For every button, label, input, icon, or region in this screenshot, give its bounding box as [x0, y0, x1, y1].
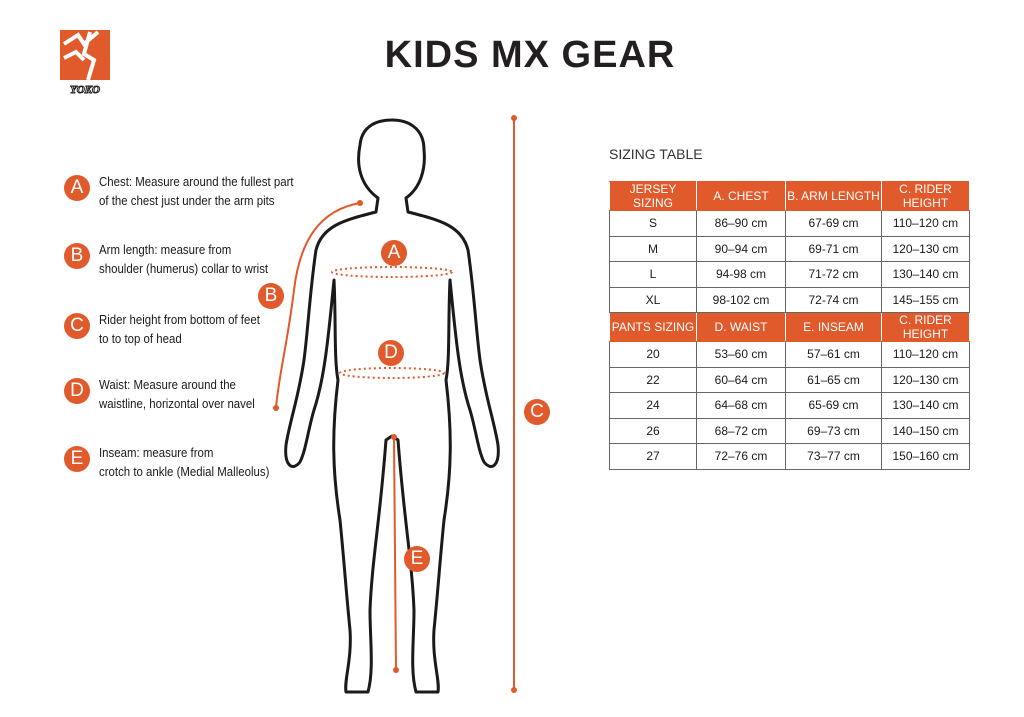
badge-e: E	[64, 446, 90, 472]
legend-text: Waist: Measure around the	[99, 377, 236, 392]
table-row: M 90–94 cm 69-71 cm 120–130 cm	[609, 235, 970, 262]
legend-text: Rider height from bottom of feet	[99, 312, 260, 327]
table-cell: 61–65 cm	[785, 366, 882, 393]
table-header-row: PANTS SIZING D. WAIST E. INSEAM C. RIDER HE…	[609, 312, 970, 342]
table-cell: 26	[609, 417, 697, 444]
table-cell: 130–140 cm	[881, 392, 970, 419]
table-cell: 22	[609, 366, 697, 393]
column-header: PANTS SIZING	[609, 312, 697, 342]
legend-text: shoulder (humerus) collar to wrist	[99, 261, 269, 276]
table-cell: 60–64 cm	[696, 366, 786, 393]
table-cell: 145–155 cm	[881, 286, 970, 313]
table-row: S 86–90 cm 67-69 cm 110–120 cm	[609, 210, 970, 237]
badge-d: D	[64, 378, 90, 404]
table-cell: 98-102 cm	[696, 286, 786, 313]
legend-text: waistline, horizontal over navel	[99, 396, 255, 411]
table-cell: 73–77 cm	[785, 443, 882, 470]
table-cell: 64–68 cm	[696, 392, 786, 419]
table-header-row: JERSEY SIZING A. CHEST B. ARM LENGTH C. RID…	[609, 181, 970, 211]
table-row: L 94-98 cm 71-72 cm 130–140 cm	[609, 261, 970, 288]
figure-label-a: A	[381, 240, 407, 266]
badge-c: C	[64, 313, 90, 339]
badge-a: A	[64, 175, 90, 201]
table-cell: XL	[609, 286, 697, 313]
table-cell: 24	[609, 392, 697, 419]
measure-line-b	[275, 202, 361, 409]
legend-item-height: C Rider height from bottom of feet to to …	[64, 310, 282, 348]
legend-text: Chest: Measure around the fullest part	[99, 174, 294, 189]
table-cell: M	[609, 235, 697, 262]
legend-item-waist: D Waist: Measure around the waistline, ho…	[64, 375, 276, 413]
table-cell: 120–130 cm	[881, 235, 970, 262]
legend-text: Inseam: measure from	[99, 445, 214, 460]
table-cell: 53–60 cm	[696, 341, 786, 368]
table-cell: 72-74 cm	[785, 286, 882, 313]
table-row: 22 60–64 cm 61–65 cm 120–130 cm	[609, 366, 970, 393]
table-cell: 130–140 cm	[881, 261, 970, 288]
table-cell: 72–76 cm	[696, 443, 786, 470]
column-header: JERSEY SIZING	[609, 181, 697, 211]
table-cell: 120–130 cm	[881, 366, 970, 393]
legend-text: Arm length: measure from	[99, 242, 232, 257]
page-title: KIDS MX GEAR	[384, 34, 676, 76]
body-outline	[284, 118, 500, 694]
table-cell: 71-72 cm	[785, 261, 882, 288]
column-header: C. RIDER HEIGHT	[881, 181, 970, 211]
yoko-logo: YOKO	[58, 30, 112, 98]
legend-item-chest: A Chest: Measure around the fullest part…	[64, 172, 320, 210]
table-cell: 110–120 cm	[881, 210, 970, 237]
measure-line-a	[331, 266, 453, 278]
table-cell: 90–94 cm	[696, 235, 786, 262]
table-cell: 94-98 cm	[696, 261, 786, 288]
table-row: XL 98-102 cm 72-74 cm 145–155 cm	[609, 286, 970, 313]
sizing-table: JERSEY SIZING A. CHEST B. ARM LENGTH C. RID…	[609, 181, 970, 470]
legend-item-inseam: E Inseam: measure from crotch to ankle (M…	[64, 443, 293, 481]
legend-text: to to top of head	[99, 331, 182, 346]
table-cell: 110–120 cm	[881, 341, 970, 368]
table-row: 26 68–72 cm 69–73 cm 140–150 cm	[609, 417, 970, 444]
figure-label-c: C	[524, 399, 550, 425]
table-cell: 67-69 cm	[785, 210, 882, 237]
legend-text: crotch to ankle (Medial Malleolus)	[99, 464, 270, 479]
sizing-table-label: SIZING TABLE	[609, 146, 703, 162]
table-row: 20 53–60 cm 57–61 cm 110–120 cm	[609, 341, 970, 368]
table-cell: S	[609, 210, 697, 237]
table-cell: 69-71 cm	[785, 235, 882, 262]
svg-text:YOKO: YOKO	[70, 84, 100, 96]
table-row: 24 64–68 cm 65-69 cm 130–140 cm	[609, 392, 970, 419]
table-cell: 140–150 cm	[881, 417, 970, 444]
badge-b: B	[64, 243, 90, 269]
table-cell: 68–72 cm	[696, 417, 786, 444]
figure-label-d: D	[378, 340, 404, 366]
measure-line-e	[393, 436, 397, 671]
legend-item-arm: B Arm length: measure from shoulder (hume…	[64, 240, 291, 278]
column-header: B. ARM LENGTH	[785, 181, 882, 211]
table-cell: 86–90 cm	[696, 210, 786, 237]
table-cell: 57–61 cm	[785, 341, 882, 368]
table-cell: L	[609, 261, 697, 288]
column-header: D. WAIST	[696, 312, 786, 342]
figure-label-e: E	[404, 546, 430, 572]
column-header: E. INSEAM	[785, 312, 882, 342]
table-cell: 150–160 cm	[881, 443, 970, 470]
column-header: A. CHEST	[696, 181, 786, 211]
table-cell: 65-69 cm	[785, 392, 882, 419]
measure-line-d	[339, 367, 445, 379]
column-header: C. RIDER HEIGHT	[881, 312, 970, 342]
figure-label-b: B	[258, 283, 284, 309]
table-cell: 20	[609, 341, 697, 368]
legend-text: of the chest just under the arm pits	[99, 193, 275, 208]
table-cell: 69–73 cm	[785, 417, 882, 444]
table-cell: 27	[609, 443, 697, 470]
table-row: 27 72–76 cm 73–77 cm 150–160 cm	[609, 443, 970, 470]
